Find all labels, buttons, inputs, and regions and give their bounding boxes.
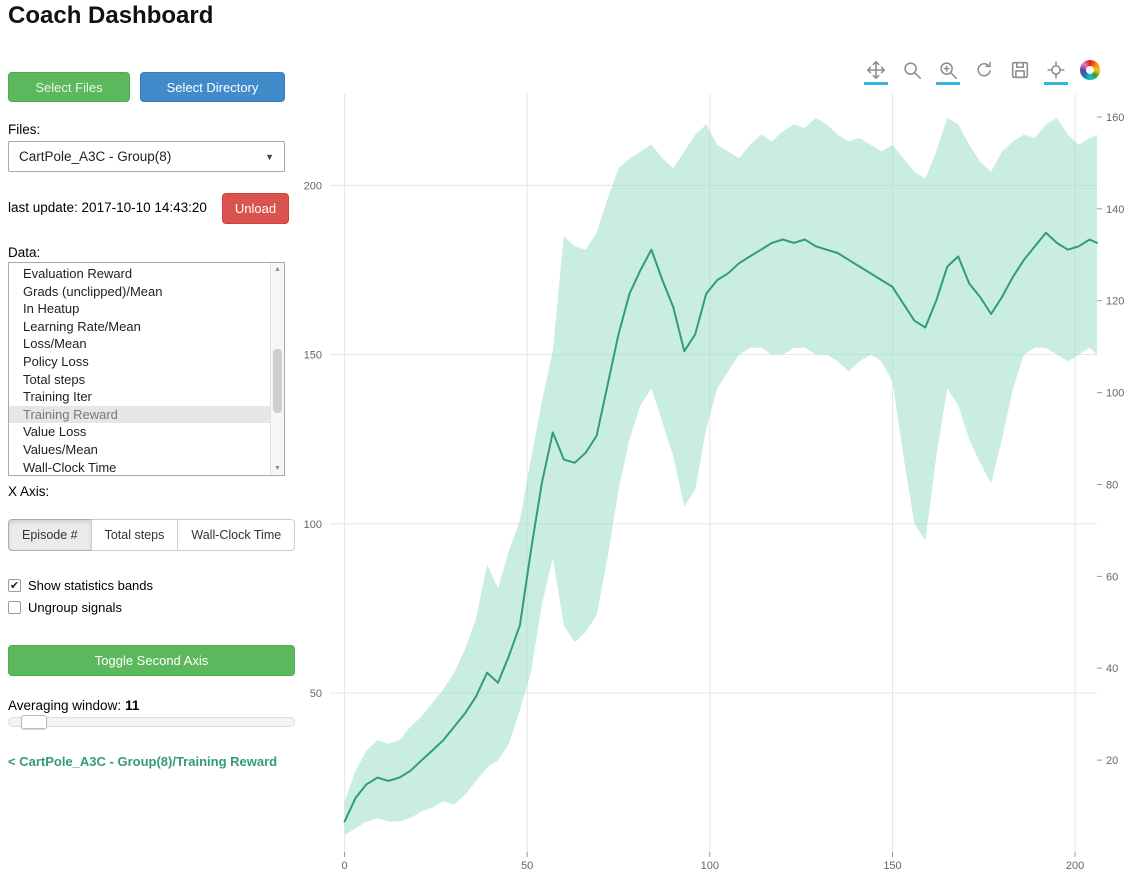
svg-text:100: 100 (1106, 388, 1124, 400)
files-select-value: CartPole_A3C - Group(8) (19, 149, 172, 164)
svg-text:50: 50 (521, 860, 533, 872)
x-axis-option-wall-clock-time[interactable]: Wall-Clock Time (177, 519, 296, 551)
svg-text:80: 80 (1106, 480, 1118, 492)
data-list-items: Evaluation Reward Grads (unclipped)/Mean I… (9, 265, 270, 475)
slider-thumb[interactable] (21, 715, 47, 729)
svg-text:20: 20 (1106, 755, 1118, 767)
checkbox[interactable] (8, 600, 21, 614)
data-list-scrollbar[interactable]: ▲ ▼ (270, 263, 284, 475)
select-files-button[interactable]: Select Files (8, 72, 130, 102)
svg-text:160: 160 (1106, 112, 1124, 124)
data-list-item[interactable]: Values/Mean (23, 441, 98, 457)
files-label: Files: (8, 122, 41, 137)
data-list-item[interactable]: Total steps (23, 371, 86, 387)
svg-text:150: 150 (304, 350, 322, 362)
training-reward-chart[interactable]: 0 50 100 150 200 50 100 150 200 20 40 60 80 100 120 140… (300, 86, 1142, 878)
data-list-item[interactable]: Training Reward (9, 405, 270, 424)
data-list-item[interactable]: Training Iter (23, 389, 92, 405)
pan-tool-icon[interactable] (864, 58, 888, 85)
select-directory-button[interactable]: Select Directory (140, 72, 285, 102)
svg-text:150: 150 (883, 860, 901, 872)
checkbox-label: Show statistics bands (28, 577, 154, 593)
averaging-window-label: Averaging window: (8, 698, 122, 713)
svg-text:60: 60 (1106, 571, 1118, 583)
svg-text:40: 40 (1106, 663, 1118, 675)
bokeh-logo-icon[interactable] (1080, 60, 1100, 80)
data-label: Data: (8, 245, 41, 260)
averaging-window-slider[interactable] (8, 715, 295, 729)
data-list-item[interactable]: Loss/Mean (23, 336, 87, 352)
data-list-item[interactable]: Grads (unclipped)/Mean (23, 283, 163, 299)
x-axis-button-group: Episode # Total steps Wall-Clock Time (8, 519, 296, 551)
checkbox-row[interactable]: ✔ Show statistics bands (8, 574, 153, 596)
wheel-zoom-tool-icon[interactable] (936, 58, 960, 85)
x-axis-label: X Axis: (8, 484, 50, 499)
checkbox-label: Ungroup signals (28, 599, 122, 615)
x-axis-option-total-steps[interactable]: Total steps (90, 519, 179, 551)
svg-text:200: 200 (1066, 860, 1084, 872)
breadcrumb-link[interactable]: < CartPole_A3C - Group(8)/Training Rewar… (8, 754, 278, 769)
data-list[interactable]: Evaluation Reward Grads (unclipped)/Mean I… (8, 262, 285, 476)
bokeh-logo-hole (1086, 66, 1094, 74)
svg-text:140: 140 (1106, 204, 1124, 216)
svg-text:100: 100 (304, 519, 322, 531)
svg-text:200: 200 (304, 180, 322, 192)
data-list-item[interactable]: Policy Loss (23, 353, 89, 369)
scroll-down-icon[interactable]: ▼ (274, 465, 281, 472)
data-list-item[interactable]: Wall-Clock Time (23, 459, 117, 475)
data-list-item[interactable]: Evaluation Reward (23, 266, 133, 281)
reset-tool-icon[interactable] (972, 58, 996, 82)
averaging-window-value: 11 (125, 698, 140, 713)
hover-tool-icon[interactable] (1044, 58, 1068, 85)
data-list-item[interactable]: Value Loss (23, 424, 87, 440)
averaging-window-row: Averaging window: 11 (8, 698, 139, 713)
chart-toolbar (864, 58, 1100, 85)
chart-area: 0 50 100 150 200 50 100 150 200 20 40 60 80 100 120 140… (300, 50, 1142, 881)
checkbox[interactable]: ✔ (8, 578, 21, 592)
svg-text:120: 120 (1106, 296, 1124, 308)
svg-text:100: 100 (701, 860, 719, 872)
files-select[interactable]: CartPole_A3C - Group(8) ▼ (8, 141, 285, 172)
box-zoom-tool-icon[interactable] (900, 58, 924, 82)
toggle-second-axis-button[interactable]: Toggle Second Axis (8, 645, 295, 676)
scroll-up-icon[interactable]: ▲ (274, 266, 281, 273)
scrollbar-thumb[interactable] (273, 349, 282, 413)
svg-text:0: 0 (342, 860, 348, 872)
data-list-item[interactable]: In Heatup (23, 301, 80, 317)
checkbox-group: ✔ Show statistics bands Ungroup signals (8, 574, 153, 618)
x-axis-option-episode-[interactable]: Episode # (8, 519, 92, 551)
checkbox-row[interactable]: Ungroup signals (8, 596, 153, 618)
save-tool-icon[interactable] (1008, 58, 1032, 82)
unload-button[interactable]: Unload (222, 193, 289, 224)
dropdown-caret-icon: ▼ (265, 151, 274, 162)
page-title: Coach Dashboard (8, 2, 214, 29)
last-update-text: last update: 2017-10-10 14:43:20 (8, 200, 207, 215)
data-list-item[interactable]: Learning Rate/Mean (23, 318, 141, 334)
svg-text:50: 50 (310, 688, 322, 700)
